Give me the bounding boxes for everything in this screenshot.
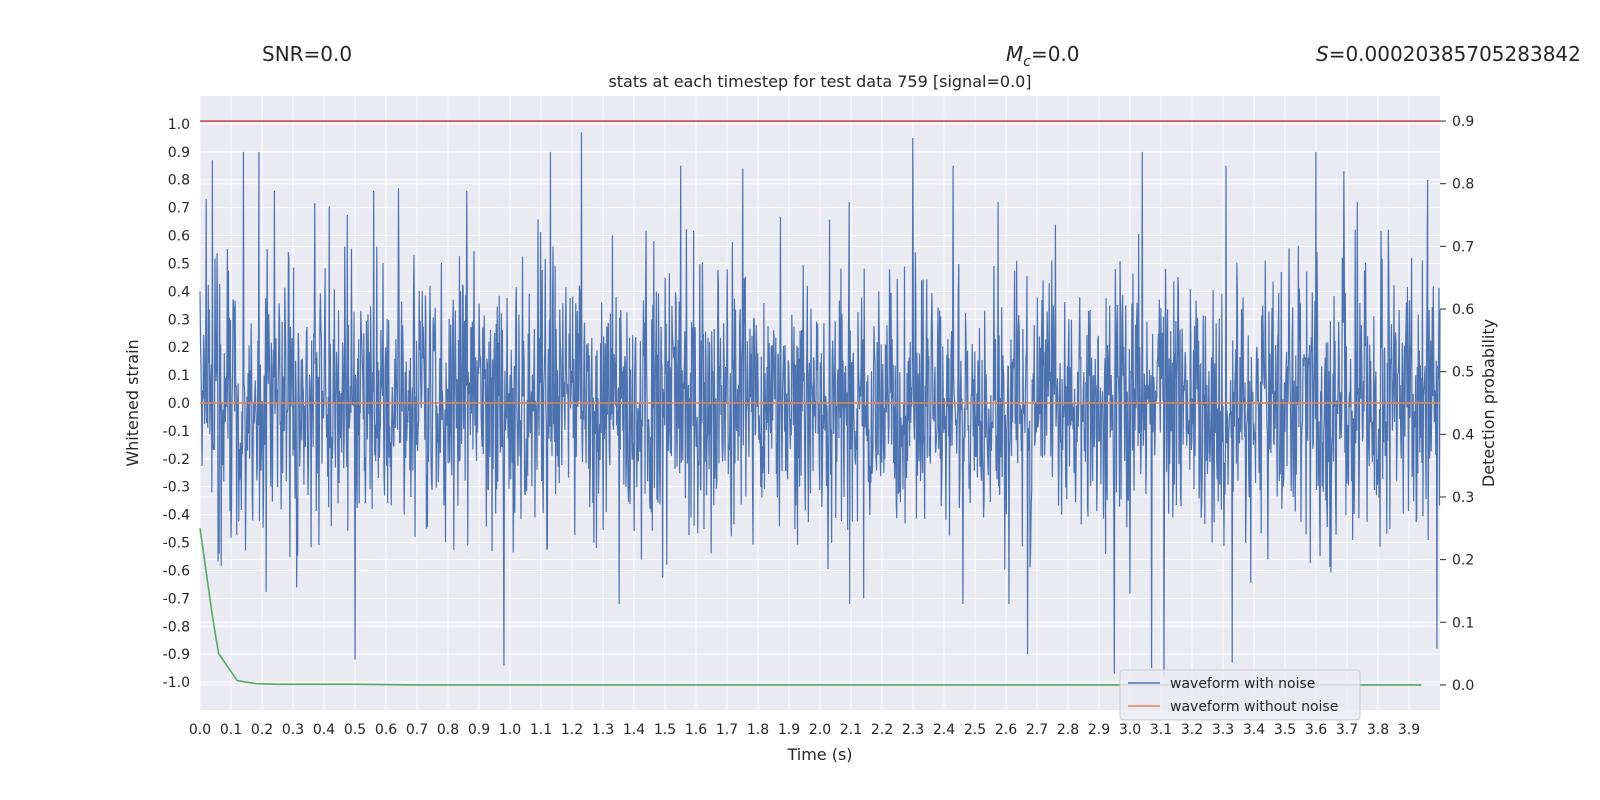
x-tick-label: 2.4 <box>933 722 955 738</box>
y-tick-label: 0.3 <box>168 312 190 328</box>
x-tick-label: 0.7 <box>406 722 428 738</box>
y-tick-label: 0.4 <box>168 284 190 300</box>
y-tick-label: 0.0 <box>168 396 190 412</box>
x-tick-label: 0.3 <box>282 722 304 738</box>
y-tick-label: 0.8 <box>168 173 190 189</box>
x-tick-label: 1.6 <box>685 722 707 738</box>
tick-labels: 0.0 0.1 0.2 0.3 0.4 0.5 0.6 0.7 0.8 0.9 1.0 1.1 1.2 1… <box>163 114 1475 738</box>
x-tick-label: 3.9 <box>1398 722 1420 738</box>
y2-tick-label: 0.4 <box>1452 427 1474 443</box>
y-tick-label: 0.1 <box>168 368 190 384</box>
x-tick-label: 0.1 <box>220 722 242 738</box>
x-tick-label: 1.4 <box>623 722 645 738</box>
legend: waveform with noise waveform without noi… <box>1119 669 1361 721</box>
y-tick-label: 1.0 <box>168 117 190 133</box>
y-tick-label: 0.9 <box>168 145 190 161</box>
x-tick-label: 3.8 <box>1367 722 1389 738</box>
y2-tick-label: 0.2 <box>1452 553 1474 569</box>
waveform-with-noise-line <box>199 132 1441 677</box>
x-tick-label: 0.6 <box>375 722 397 738</box>
x-tick-label: 1.3 <box>592 722 614 738</box>
y-tick-label: -1.0 <box>163 675 190 691</box>
y2-axis-label: Detection probability <box>1479 319 1498 487</box>
chart-title: stats at each timestep for test data 759… <box>608 72 1031 91</box>
x-tick-label: 0.4 <box>313 722 335 738</box>
noise-series <box>199 132 1441 677</box>
x-tick-label: 1.8 <box>747 722 769 738</box>
y2-tick-label: 0.9 <box>1452 114 1474 130</box>
y-tick-label: -0.8 <box>163 619 190 635</box>
x-axis-label: Time (s) <box>786 745 852 764</box>
legend-box <box>1119 669 1361 721</box>
mc-value: =0.0 <box>1031 42 1080 66</box>
x-tick-label: 1.1 <box>530 722 552 738</box>
mc-subscript: c <box>1023 54 1031 70</box>
x-tick-label: 2.1 <box>840 722 862 738</box>
s-symbol: S <box>1316 42 1329 66</box>
x-tick-label: 2.9 <box>1088 722 1110 738</box>
mc-label: Mc=0.0 <box>1006 42 1080 70</box>
x-tick-label: 1.2 <box>561 722 583 738</box>
legend-label-noise: waveform with noise <box>1170 676 1315 692</box>
y2-tick-label: 0.6 <box>1452 302 1474 318</box>
x-tick-label: 2.2 <box>871 722 893 738</box>
y2-tick-label: 0.5 <box>1452 365 1474 381</box>
y2-tick-label: 0.0 <box>1452 678 1474 694</box>
x-tick-label: 3.4 <box>1243 722 1265 738</box>
s-label: S=0.00020385705283842 <box>1316 42 1581 66</box>
snr-label: SNR=0.0 <box>262 42 352 66</box>
x-tick-label: 3.5 <box>1274 722 1296 738</box>
x-tick-label: 3.7 <box>1336 722 1358 738</box>
x-tick-label: 3.2 <box>1181 722 1203 738</box>
y-tick-label: -0.1 <box>163 424 190 440</box>
x-tick-label: 3.6 <box>1305 722 1327 738</box>
y-axis-label: Whitened strain <box>123 339 142 466</box>
x-tick-label: 0.0 <box>189 722 211 738</box>
y-tick-label: 0.6 <box>168 229 190 245</box>
x-tick-label: 0.8 <box>437 722 459 738</box>
y-tick-label: -0.6 <box>163 563 190 579</box>
y-tick-label: -0.5 <box>163 536 190 552</box>
y-tick-label: -0.9 <box>163 647 190 663</box>
x-tick-label: 1.5 <box>654 722 676 738</box>
x-tick-label: 2.7 <box>1026 722 1048 738</box>
x-tick-label: 3.0 <box>1119 722 1141 738</box>
detection-probability-line <box>199 528 1422 686</box>
y2-tick-label: 0.3 <box>1452 490 1474 506</box>
x-tick-label: 1.7 <box>716 722 738 738</box>
x-tick-label: 0.5 <box>344 722 366 738</box>
x-tick-label: 2.6 <box>995 722 1017 738</box>
y-tick-label: -0.7 <box>163 591 190 607</box>
y2-tick-label: 0.7 <box>1452 239 1474 255</box>
y-tick-label: -0.3 <box>163 480 190 496</box>
x-tick-label: 2.3 <box>902 722 924 738</box>
x-tick-label: 3.1 <box>1150 722 1172 738</box>
x-tick-label: 2.5 <box>964 722 986 738</box>
line-series <box>199 120 1440 686</box>
y-tick-label: 0.2 <box>168 340 190 356</box>
y2-tick-label: 0.1 <box>1452 615 1474 631</box>
legend-label-clean: waveform without noise <box>1170 699 1338 715</box>
y-tick-label: -0.2 <box>163 452 190 468</box>
y2-tick-label: 0.8 <box>1452 177 1474 193</box>
y-tick-label: 0.5 <box>168 256 190 272</box>
x-tick-label: 3.3 <box>1212 722 1234 738</box>
x-tick-label: 2.8 <box>1057 722 1079 738</box>
y-tick-label: 0.7 <box>168 201 190 217</box>
x-tick-label: 0.2 <box>251 722 273 738</box>
y-tick-label: -0.4 <box>163 508 190 524</box>
x-tick-label: 2.0 <box>809 722 831 738</box>
s-value: =0.00020385705283842 <box>1329 42 1581 66</box>
x-tick-label: 0.9 <box>468 722 490 738</box>
x-tick-label: 1.9 <box>778 722 800 738</box>
x-tick-label: 1.0 <box>499 722 521 738</box>
mc-symbol: M <box>1006 42 1023 66</box>
